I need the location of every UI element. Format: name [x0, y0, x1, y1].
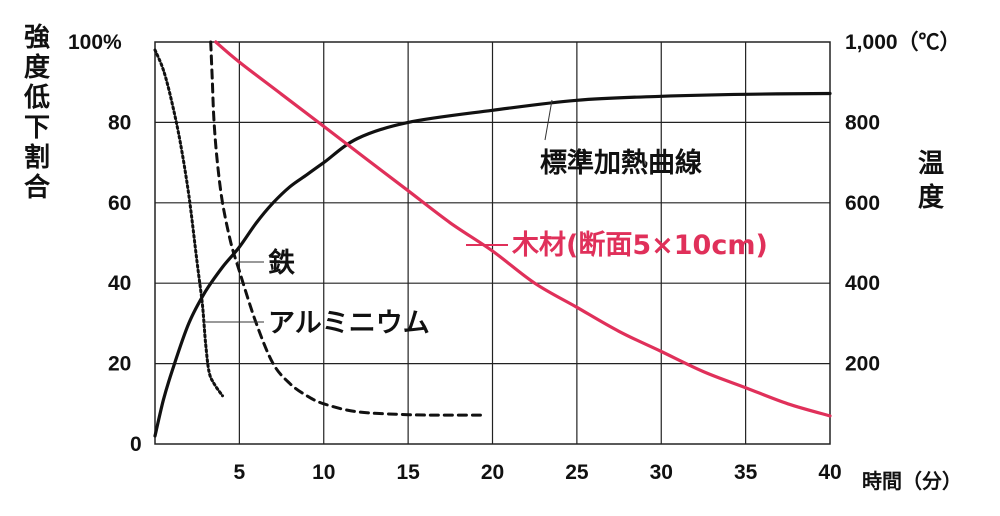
- x-tick-label: 30: [650, 461, 673, 484]
- y-left-axis-label-char: 割: [24, 142, 50, 173]
- x-tick-label: 20: [481, 461, 504, 484]
- y-right-tick-label: 1,000（℃）: [845, 30, 961, 54]
- x-tick-label: 40: [818, 461, 841, 484]
- leader-line: [544, 99, 553, 141]
- annotation-wood: 木材(断面5×10cm): [511, 230, 768, 261]
- y-left-tick-label: 60: [108, 192, 131, 215]
- y-left-tick-label: 100%: [68, 31, 122, 54]
- x-tick-label: 35: [734, 461, 758, 484]
- series-layer: [153, 40, 832, 438]
- y-right-axis-label-char: 度: [918, 182, 944, 213]
- y-left-tick-label: 80: [108, 111, 131, 134]
- y-right-axis-label-char: 温: [918, 149, 944, 179]
- series-line-1: [214, 40, 832, 418]
- annotation-standard-curve: 標準加熱曲線: [540, 147, 702, 179]
- x-axis-label: 時間（分）: [862, 469, 962, 493]
- annotation-aluminum: アルミニウム: [268, 308, 430, 339]
- y-left-axis-label-char: 度: [24, 52, 50, 83]
- y-left-tick-label: 20: [108, 353, 131, 376]
- y-right-tick-label: 200: [845, 353, 880, 376]
- y-right-tick-label: 400: [845, 272, 880, 295]
- annotation-iron: 鉄: [268, 247, 295, 279]
- x-tick-label: 10: [312, 461, 335, 484]
- y-left-axis-label-char: 強: [24, 23, 50, 53]
- y-left-tick-label: 0: [130, 433, 142, 456]
- series-line-0: [153, 91, 832, 438]
- series-line-2: [209, 40, 486, 417]
- y-right-tick-label: 600: [845, 192, 880, 215]
- y-left-tick-label: 40: [108, 272, 131, 295]
- y-left-axis-label-char: 合: [24, 172, 51, 203]
- series-line-3: [153, 48, 224, 398]
- y-left-axis-label-char: 低: [23, 83, 50, 113]
- ticks-layer: 5 10 15 20 25 30 35 40020406080100%200400600800…: [68, 30, 961, 484]
- y-left-axis-label-char: 下: [24, 113, 50, 143]
- y-right-tick-label: 800: [845, 111, 880, 134]
- x-tick-label: 15: [396, 461, 420, 484]
- x-tick-label: 5: [234, 461, 246, 484]
- x-tick-label: 25: [565, 461, 589, 484]
